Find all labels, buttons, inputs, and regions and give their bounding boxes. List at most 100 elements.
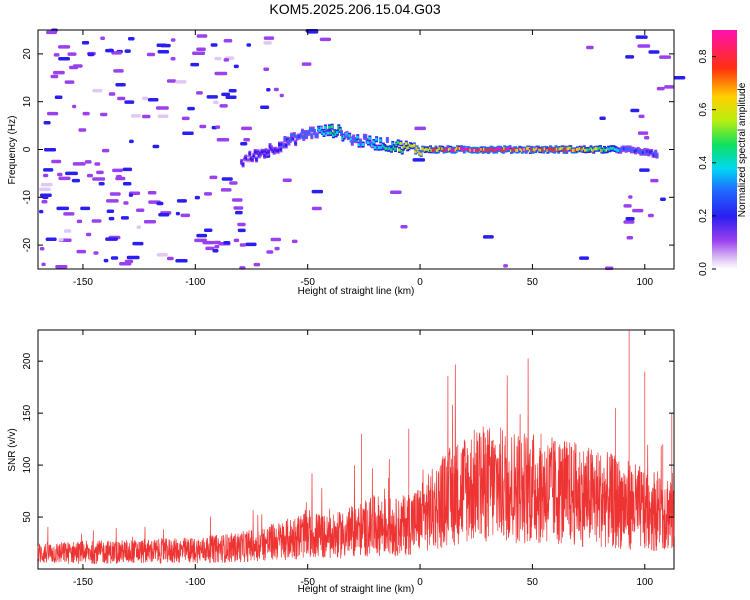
spectrogram-noise-cell bbox=[122, 167, 133, 172]
spectrogram-ridge-cell bbox=[586, 148, 590, 152]
spectrogram-noise-cell bbox=[199, 124, 207, 129]
spectrogram-ridge-cell bbox=[643, 149, 646, 153]
spectrogram-ridge-cell bbox=[528, 149, 532, 153]
spectrogram-noise-cell bbox=[127, 37, 135, 41]
spectrogram-y-tick-label: 0 bbox=[22, 146, 33, 152]
spectrogram-noise-cell bbox=[228, 89, 237, 93]
spectrogram-ridge-cell bbox=[335, 131, 339, 135]
spectrogram-ridge-cell bbox=[581, 148, 584, 152]
spectrogram-ridge-cell bbox=[513, 147, 517, 151]
spectrogram-noise-cell bbox=[196, 233, 208, 238]
spectrogram-noise-cell bbox=[136, 225, 141, 230]
spectrogram-noise-cell bbox=[210, 43, 218, 47]
spectrogram-ridge-cell bbox=[509, 149, 513, 153]
spectrogram-ridge-cell bbox=[306, 131, 309, 135]
spectrogram-ridge-cell bbox=[278, 143, 281, 147]
spectrogram-noise-cell bbox=[175, 259, 188, 263]
spectrogram-noise-cell bbox=[196, 91, 203, 95]
spectrogram-ridge-cell bbox=[392, 145, 396, 149]
spectrogram-ridge-cell bbox=[446, 146, 450, 150]
spectrogram-ridge-cell bbox=[329, 131, 332, 135]
spectrogram-noise-cell bbox=[39, 187, 51, 192]
spectrogram-ridge-cell bbox=[500, 148, 504, 152]
spectrogram-ridge-cell bbox=[362, 135, 366, 139]
spectrogram-noise-cell bbox=[482, 235, 494, 239]
spectrogram-ridge-cell bbox=[602, 147, 606, 151]
spectrogram-noise-cell bbox=[53, 53, 60, 57]
spectrogram-ridge-cell bbox=[565, 149, 568, 153]
spectrogram-ridge-cell bbox=[465, 147, 468, 151]
spectrogram-ridge-cell bbox=[524, 149, 528, 153]
spectrogram-noise-cell bbox=[311, 206, 322, 211]
spectrogram-ridge-cell bbox=[629, 148, 633, 152]
spectrogram-ridge-cell bbox=[511, 148, 514, 152]
spectrogram-ridge-cell bbox=[377, 146, 381, 150]
spectrogram-ridge-cell bbox=[296, 135, 300, 139]
spectrogram-noise-cell bbox=[232, 198, 243, 202]
spectrogram-ridge-cell bbox=[241, 162, 245, 166]
spectrogram-ridge-cell bbox=[249, 157, 253, 161]
spectrogram-noise-cell bbox=[243, 138, 250, 142]
spectrogram-ridge-cell bbox=[542, 149, 545, 153]
spectrogram-noise-cell bbox=[112, 168, 123, 173]
spectrogram-ridge-cell bbox=[476, 149, 479, 153]
snr-y-tick-label: 150 bbox=[22, 404, 33, 421]
spectrogram-ridge-cell bbox=[330, 125, 334, 129]
spectrogram-noise-cell bbox=[626, 236, 634, 240]
spectrogram-ridge-cell bbox=[624, 148, 628, 152]
spectrogram-noise-cell bbox=[270, 237, 282, 242]
spectrogram-noise-cell bbox=[246, 43, 252, 47]
spectrogram-ridge-cell bbox=[395, 142, 398, 146]
spectrogram-ridge-cell bbox=[616, 148, 619, 152]
spectrogram-ridge-cell bbox=[531, 149, 535, 153]
spectrogram-ridge-cell bbox=[354, 138, 358, 142]
spectrogram-noise-cell bbox=[632, 208, 644, 213]
spectrogram-noise-cell bbox=[124, 100, 135, 104]
colorbar-ticks: 0.0 0.2 0.4 0.6 0.8 bbox=[698, 49, 716, 276]
spectrogram-ridge-cell bbox=[608, 147, 611, 151]
spectrogram-ridge-cell bbox=[313, 130, 316, 134]
colorbar-tick-label: 0.0 bbox=[698, 262, 709, 276]
snr-x-ticks: -150 -100 -50 0 50 100 bbox=[73, 330, 654, 588]
spectrogram-noise-cell bbox=[209, 175, 218, 180]
spectrogram-ridge-cell bbox=[574, 148, 578, 152]
spectrogram-ridge-cell bbox=[650, 150, 653, 154]
spectrogram-noise-cell bbox=[301, 62, 312, 66]
spectrogram-ridge-cell bbox=[585, 148, 588, 152]
spectrogram-noise-cell bbox=[625, 55, 635, 59]
spectrogram-noise-cell bbox=[180, 213, 191, 218]
spectrogram-ridge-cell bbox=[387, 147, 390, 151]
spectrogram-noise-cell bbox=[625, 216, 635, 221]
spectrogram-noise-cell bbox=[51, 159, 62, 164]
spectrogram-ridge-cell bbox=[407, 145, 410, 149]
spectrogram-ridge-cell bbox=[357, 143, 361, 147]
spectrogram-ridge-cell bbox=[627, 147, 630, 151]
spectrogram-ridge-cell bbox=[361, 143, 365, 147]
spectrogram-ridge-cell bbox=[434, 147, 437, 151]
spectrogram-ridge-cell bbox=[549, 146, 552, 150]
spectrogram-noise-cell bbox=[76, 219, 83, 224]
spectrogram-ridge-cell bbox=[580, 147, 583, 151]
spectrogram-ridge-cell bbox=[284, 143, 288, 147]
spectrogram-ridge-cell bbox=[594, 147, 598, 151]
spectrogram-noise-cell bbox=[39, 246, 45, 251]
spectrogram-y-tick-label: -10 bbox=[22, 190, 33, 205]
spectrogram-ridge-cell bbox=[592, 149, 595, 153]
spectrogram-y-tick-label: -20 bbox=[22, 237, 33, 252]
spectrogram-noise-cell bbox=[43, 173, 49, 178]
spectrogram-noise-cell bbox=[39, 209, 44, 214]
spectrogram-ridge-cell bbox=[259, 152, 262, 156]
spectrogram-ridge-cell bbox=[496, 147, 499, 151]
spectrogram-ridge-cell bbox=[526, 146, 529, 150]
spectrogram-ridge-cell bbox=[638, 149, 641, 153]
spectrogram-ridge-cell bbox=[403, 144, 406, 148]
spectrogram-ridge-cell bbox=[464, 147, 467, 151]
spectrogram-ridge-cell bbox=[487, 149, 490, 153]
spectrogram-noise-cell bbox=[263, 41, 272, 45]
snr-x-tick-label: 100 bbox=[636, 577, 653, 588]
spectrogram-ridge-cell bbox=[559, 147, 563, 151]
spectrogram-noise-cell bbox=[122, 181, 132, 186]
spectrogram-noise-cell bbox=[637, 44, 651, 48]
spectrogram-ridge-cell bbox=[600, 148, 603, 152]
spectrogram-noise-cell bbox=[86, 173, 93, 178]
